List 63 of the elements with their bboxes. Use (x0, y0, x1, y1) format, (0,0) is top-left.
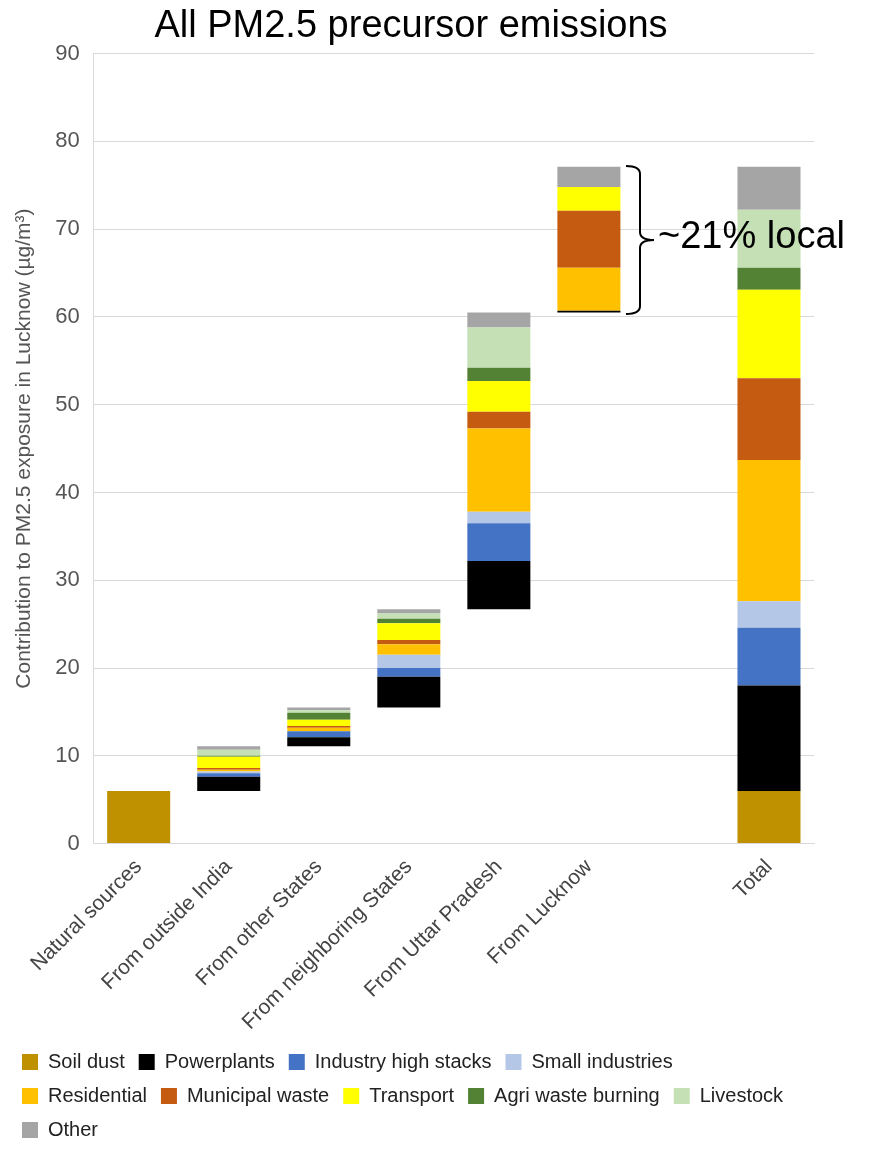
y-tick-label: 20 (55, 654, 80, 680)
bar (287, 712, 351, 720)
bar (737, 685, 801, 791)
bar (557, 267, 621, 311)
y-tick-label: 50 (55, 390, 80, 416)
y-tick-label: 30 (55, 566, 80, 592)
bar (557, 187, 621, 211)
y-tick-label: 40 (55, 478, 80, 504)
bar (197, 749, 261, 756)
bar (377, 676, 441, 708)
bar (737, 166, 801, 210)
bar (467, 511, 531, 524)
bar (377, 639, 441, 645)
bar (737, 601, 801, 628)
bar (287, 731, 351, 738)
y-tick-label: 70 (55, 215, 80, 241)
bar (107, 790, 171, 844)
bar (467, 327, 531, 368)
y-tick-label: 0 (67, 829, 80, 855)
bar (557, 166, 621, 188)
legend-label: Industry high stacks (314, 1049, 492, 1072)
bar (467, 381, 531, 412)
bar (377, 609, 441, 614)
legend-label: Agri waste burning (494, 1083, 660, 1106)
bar (197, 756, 261, 769)
bar (737, 627, 801, 686)
bar (287, 719, 351, 726)
bar (467, 367, 531, 381)
bar (197, 746, 261, 750)
y-axis-title: Contribution to PM2.5 exposure in Lucknow (µg/m³) (11, 208, 35, 689)
y-tick-label: 10 (55, 741, 80, 767)
bar (737, 460, 801, 602)
bar (737, 378, 801, 460)
bar (377, 613, 441, 619)
y-tick-label: 60 (55, 302, 80, 328)
legend-label: Other (48, 1117, 99, 1140)
bar (377, 644, 441, 655)
legend-label: Municipal waste (186, 1083, 330, 1106)
bar (467, 560, 531, 610)
legend-label: Transport (369, 1083, 455, 1106)
y-tick-label: 90 (55, 39, 80, 65)
legend-label: Livestock (699, 1083, 785, 1106)
bar (197, 776, 261, 791)
bar (737, 790, 801, 844)
bar (467, 523, 531, 561)
bar (467, 411, 531, 429)
legend-label: Soil dust (48, 1049, 126, 1072)
bar (737, 289, 801, 379)
y-tick-label: 80 (55, 127, 80, 153)
bar (377, 668, 441, 677)
legend-label: Powerplants (164, 1049, 275, 1072)
bar (287, 737, 351, 747)
bar (377, 654, 441, 669)
bar (737, 267, 801, 290)
legend-label: Residential (48, 1083, 147, 1106)
annotation: ~21% local (658, 214, 845, 256)
bar (467, 428, 531, 512)
bar (557, 210, 621, 268)
chart-title: All PM2.5 precursor emissions (154, 3, 668, 46)
bar (467, 312, 531, 328)
bar (377, 623, 441, 640)
bar (377, 618, 441, 624)
legend-label: Small industries (531, 1049, 673, 1072)
